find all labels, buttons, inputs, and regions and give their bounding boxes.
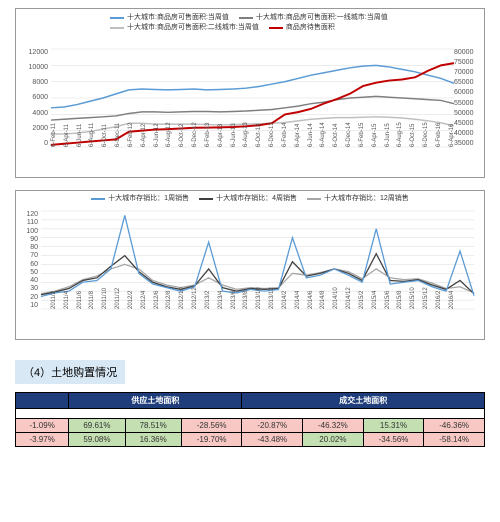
x-tick: 2016/4 xyxy=(449,304,477,309)
table-cell: 15.31% xyxy=(363,419,424,433)
table-cell: 59.08% xyxy=(69,433,125,447)
axis-tick: 4000 xyxy=(18,110,48,117)
chart1-svg xyxy=(51,49,454,147)
axis-tick: 12000 xyxy=(18,49,48,56)
table-cell: 16.36% xyxy=(125,433,181,447)
legend-label: 十大城市存销比：1周销售 xyxy=(108,194,189,204)
chart-inventory-ratio: 十大城市存销比：1周销售 十大城市存销比：4周销售 十大城市存销比：12周销售 12… xyxy=(15,190,485,340)
axis-tick: 2000 xyxy=(18,125,48,132)
table-blank-row xyxy=(16,409,485,419)
legend-label: 十大城市:商品房可售面积:一线城市:当周值 xyxy=(256,13,388,23)
blank-header xyxy=(16,393,69,409)
table-body: -1.09%69.61%78.51%-28.56%-20.87%-46.32%1… xyxy=(16,409,485,447)
land-table: 供应土地面积成交土地面积 -1.09%69.61%78.51%-28.56%-2… xyxy=(15,392,485,447)
axis-tick: 80 xyxy=(18,244,38,251)
legend-swatch xyxy=(110,17,124,19)
chart2-y-left: 120110 100908070 60504030 2010 xyxy=(18,211,38,309)
table-header-group: 成交土地面积 xyxy=(242,393,485,409)
chart1-y-left: 12000 10000 8000 6000 4000 2000 0 xyxy=(18,49,48,147)
chart1-plot xyxy=(51,49,454,147)
axis-tick: 100 xyxy=(18,228,38,235)
table-header-group: 供应土地面积 xyxy=(69,393,242,409)
axis-tick: 65000 xyxy=(454,79,482,86)
axis-tick: 10 xyxy=(18,302,38,309)
axis-tick: 45000 xyxy=(454,120,482,127)
axis-tick: 110 xyxy=(18,219,38,226)
axis-tick: 70 xyxy=(18,252,38,259)
x-tick: 6-Apr-16 xyxy=(449,142,477,147)
axis-tick: 60 xyxy=(18,261,38,268)
chart1-legend: 十大城市:商品房可售面积:当周值 十大城市:商品房可售面积:一线城市:当周值十大城… xyxy=(110,13,390,33)
table-header-row: 供应土地面积成交土地面积 xyxy=(16,393,485,409)
table-cell: -34.56% xyxy=(363,433,424,447)
table-row: -3.97%59.08%16.36%-19.70%-43.48%20.02%-3… xyxy=(16,433,485,447)
axis-tick: 50 xyxy=(18,269,38,276)
axis-tick: 50000 xyxy=(454,110,482,117)
axis-tick: 20 xyxy=(18,294,38,301)
legend-item: 十大城市存销比：4周销售 xyxy=(199,194,297,204)
legend-swatch xyxy=(110,27,124,29)
table-cell: -46.36% xyxy=(424,419,485,433)
legend-swatch xyxy=(199,198,213,200)
table-cell: 69.61% xyxy=(69,419,125,433)
legend-label: 商品房待售面积 xyxy=(286,23,335,33)
table-cell: -43.48% xyxy=(242,433,303,447)
legend-item: 商品房待售面积 xyxy=(269,23,335,33)
table-cell: -3.97% xyxy=(16,433,69,447)
axis-tick: 40000 xyxy=(454,130,482,137)
table-cell: -1.09% xyxy=(16,419,69,433)
chart-saleable-area: 十大城市:商品房可售面积:当周值 十大城市:商品房可售面积:一线城市:当周值十大城… xyxy=(15,8,485,178)
axis-tick: 60000 xyxy=(454,89,482,96)
section-title: （4）土地购置情况 xyxy=(15,360,125,384)
table-cell: 20.02% xyxy=(303,433,364,447)
chart1-x-axis: 6-Feb-116-Apr-116-Jun-116-Aug-116-Oct-11… xyxy=(51,147,454,175)
table-row: -1.09%69.61%78.51%-28.56%-20.87%-46.32%1… xyxy=(16,419,485,433)
legend-label: 十大城市存销比：12周销售 xyxy=(324,194,409,204)
legend-swatch xyxy=(91,198,105,200)
axis-tick: 6000 xyxy=(18,94,48,101)
chart2-legend: 十大城市存销比：1周销售 十大城市存销比：4周销售 十大城市存销比：12周销售 xyxy=(90,194,410,204)
axis-tick: 75000 xyxy=(454,59,482,66)
legend-label: 十大城市:商品房可售面积:当周值 xyxy=(127,13,229,23)
axis-tick: 80000 xyxy=(454,49,482,56)
legend-item: 十大城市:商品房可售面积:二线城市:当周值 xyxy=(110,23,259,33)
legend-label: 十大城市:商品房可售面积:二线城市:当周值 xyxy=(127,23,259,33)
table-cell: -28.56% xyxy=(181,419,242,433)
legend-swatch xyxy=(269,27,283,29)
table-cell: 78.51% xyxy=(125,419,181,433)
axis-tick: 40 xyxy=(18,277,38,284)
legend-item: 十大城市存销比：1周销售 xyxy=(91,194,189,204)
legend-item: 十大城市存销比：12周销售 xyxy=(307,194,409,204)
axis-tick: 0 xyxy=(18,140,48,147)
chart2-x-axis: 2011/22011/42011/62011/82011/102011/1220… xyxy=(51,309,454,337)
legend-swatch xyxy=(307,198,321,200)
axis-tick: 90 xyxy=(18,236,38,243)
chart1-y-right: 80000 75000 70000 65000 60000 55000 50000 45000… xyxy=(454,49,482,147)
legend-item: 十大城市:商品房可售面积:当周值 xyxy=(110,13,229,23)
table-cell: -20.87% xyxy=(242,419,303,433)
page-container: 十大城市:商品房可售面积:当周值十大城市:商品房可售面积:一线城市:当周值十大城… xyxy=(0,0,500,455)
axis-tick: 8000 xyxy=(18,79,48,86)
legend-item: 十大城市:商品房可售面积:一线城市:当周值 xyxy=(239,13,388,23)
axis-tick: 30 xyxy=(18,285,38,292)
axis-tick: 55000 xyxy=(454,100,482,107)
table-cell: -46.32% xyxy=(303,419,364,433)
axis-tick: 120 xyxy=(18,211,38,218)
table-cell: -19.70% xyxy=(181,433,242,447)
axis-tick: 10000 xyxy=(18,64,48,71)
legend-label: 十大城市存销比：4周销售 xyxy=(216,194,297,204)
axis-tick: 70000 xyxy=(454,69,482,76)
legend-swatch xyxy=(239,17,253,19)
table-cell: -58.14% xyxy=(424,433,485,447)
